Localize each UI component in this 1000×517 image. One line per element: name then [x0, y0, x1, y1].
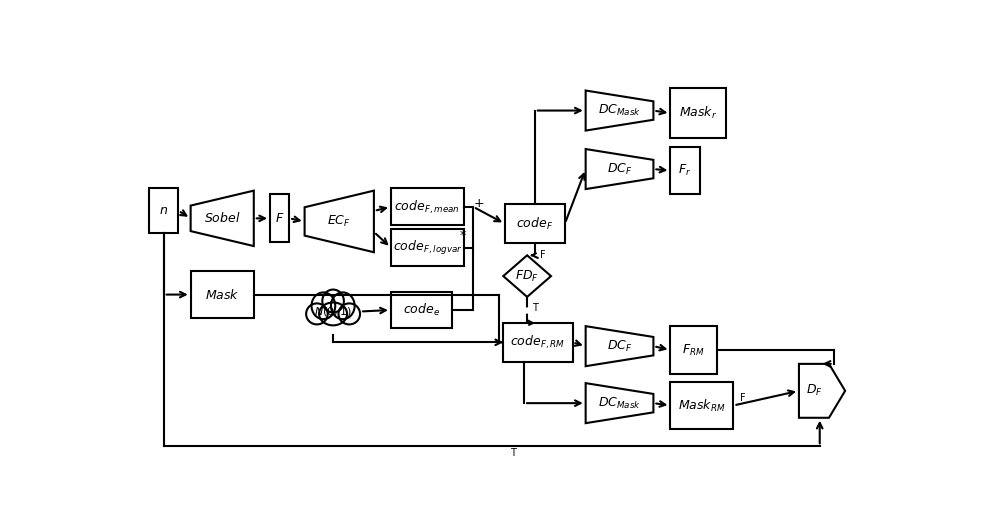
- Polygon shape: [586, 90, 653, 131]
- Ellipse shape: [331, 293, 355, 319]
- Text: $Sobel$: $Sobel$: [204, 211, 241, 225]
- Bar: [505, 205, 565, 243]
- Text: $code_e$: $code_e$: [403, 302, 440, 318]
- Text: F: F: [740, 393, 746, 403]
- Polygon shape: [586, 326, 653, 366]
- Text: T: T: [532, 303, 538, 313]
- Text: $N(0,1)$: $N(0,1)$: [314, 305, 352, 318]
- Bar: [391, 292, 452, 328]
- Text: $F_{RM}$: $F_{RM}$: [682, 342, 705, 358]
- Ellipse shape: [319, 302, 347, 325]
- Bar: [503, 323, 573, 361]
- Text: $Mask_r$: $Mask_r$: [679, 105, 717, 121]
- Bar: [670, 147, 700, 194]
- Text: $+$: $+$: [473, 197, 484, 210]
- Ellipse shape: [306, 303, 328, 324]
- Bar: [191, 271, 254, 317]
- Text: $Mask_{RM}$: $Mask_{RM}$: [678, 398, 726, 414]
- Text: $code_{F,RM}$: $code_{F,RM}$: [510, 333, 565, 351]
- Polygon shape: [503, 255, 551, 297]
- Bar: [670, 88, 726, 138]
- Text: $DC_{Mask}$: $DC_{Mask}$: [598, 396, 641, 410]
- Ellipse shape: [312, 293, 335, 319]
- Polygon shape: [586, 383, 653, 423]
- Text: F: F: [540, 250, 545, 260]
- Polygon shape: [586, 149, 653, 189]
- Text: $*$: $*$: [459, 227, 467, 240]
- Bar: [670, 326, 717, 374]
- Text: $DC_F$: $DC_F$: [607, 339, 632, 354]
- Text: $FD_F$: $FD_F$: [515, 268, 539, 284]
- Text: $D_F$: $D_F$: [806, 383, 822, 399]
- Polygon shape: [799, 364, 845, 418]
- Text: $F_r$: $F_r$: [678, 163, 692, 178]
- Ellipse shape: [338, 303, 360, 324]
- Bar: [391, 229, 464, 266]
- Text: $code_{F,mean}$: $code_{F,mean}$: [394, 198, 460, 216]
- Text: $EC_F$: $EC_F$: [327, 214, 351, 229]
- Text: $code_{F,logvar}$: $code_{F,logvar}$: [393, 239, 462, 256]
- Bar: [270, 194, 289, 242]
- Text: $code_F$: $code_F$: [516, 216, 553, 232]
- Text: $DC_{Mask}$: $DC_{Mask}$: [598, 103, 641, 118]
- Text: $n$: $n$: [159, 204, 168, 217]
- Text: T: T: [510, 448, 515, 458]
- Ellipse shape: [322, 290, 344, 312]
- Bar: [670, 382, 733, 429]
- Bar: [391, 188, 464, 225]
- Text: $F$: $F$: [275, 212, 284, 225]
- Bar: [149, 188, 178, 233]
- Polygon shape: [305, 191, 374, 252]
- Polygon shape: [191, 191, 254, 246]
- Text: $DC_F$: $DC_F$: [607, 161, 632, 177]
- Text: $Mask$: $Mask$: [205, 287, 240, 301]
